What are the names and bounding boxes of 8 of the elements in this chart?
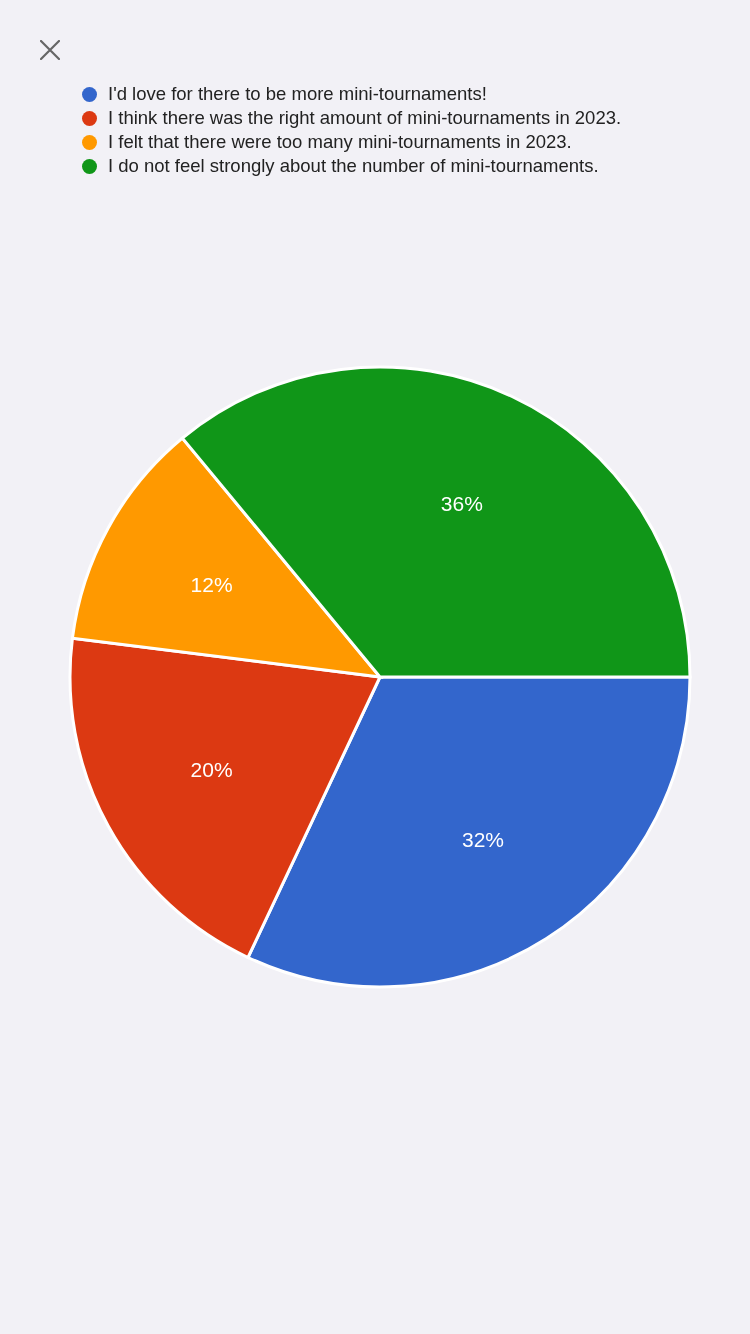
legend-label: I do not feel strongly about the number of mini-tournaments.	[108, 154, 599, 178]
data-label: 12%	[190, 572, 233, 596]
legend-label: I think there was the right amount of mini-tournaments in 2023.	[108, 106, 622, 130]
data-label: 20%	[190, 758, 233, 782]
legend-label: I felt that there were too many mini-tournaments in 2023.	[108, 130, 572, 154]
legend-label: I'd love for there to be more mini-tournaments!	[108, 82, 487, 106]
data-label: 36%	[440, 491, 483, 515]
data-label: 32%	[461, 827, 504, 851]
